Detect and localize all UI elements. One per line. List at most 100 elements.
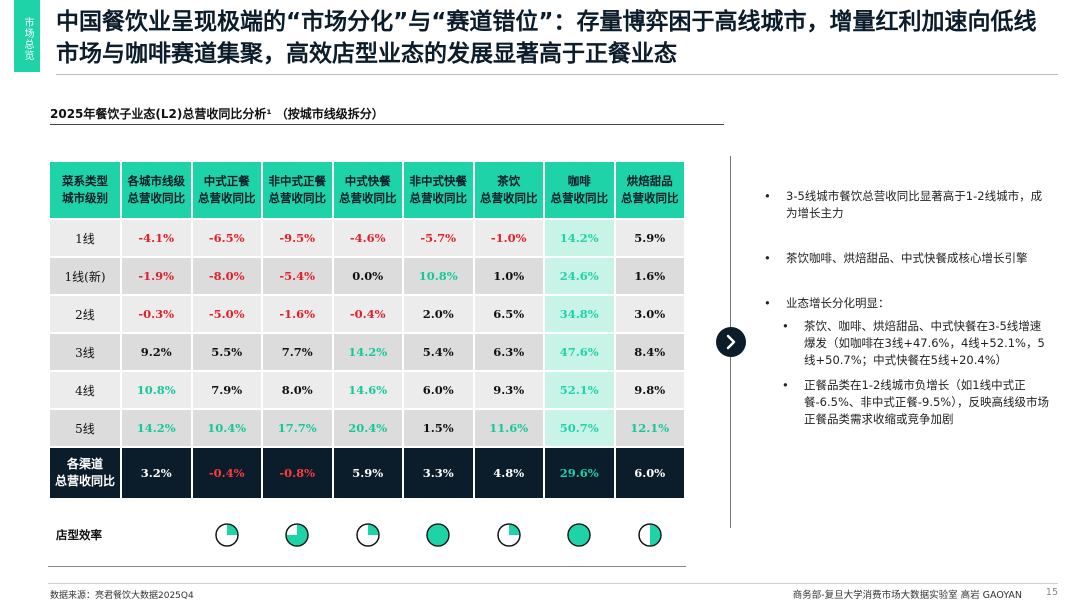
table-cell: 5.4% [404, 334, 473, 370]
table-bottom-rule [48, 566, 686, 567]
table-cell: 7.7% [263, 334, 332, 370]
table-cell: 52.1% [545, 372, 614, 408]
table-cell: 10.8% [122, 372, 191, 408]
total-cell: 6.0% [615, 448, 684, 498]
table-cell: -5.7% [404, 220, 473, 256]
total-cell: -0.4% [192, 448, 261, 498]
table-cell: 8.4% [615, 334, 684, 370]
table-cell: 6.3% [474, 334, 543, 370]
efficiency-pie-icon [425, 522, 451, 548]
insight-bullet: 茶饮咖啡、烘焙甜品、中式快餐成核心增长引擎 [760, 250, 1050, 267]
page-number: 15 [1045, 587, 1058, 598]
table-cell: -5.4% [263, 258, 332, 294]
table-cell: 47.6% [545, 334, 614, 370]
title-divider [56, 74, 1058, 75]
row-label: 2线 [50, 296, 120, 332]
row-label: 3线 [50, 334, 120, 370]
table-cell: 6.0% [404, 372, 473, 408]
table-cell: 50.7% [545, 410, 614, 446]
insight-sub-bullet: 茶饮、咖啡、烘焙甜品、中式快餐在3-5线增速爆发（如咖啡在3线+47.6%，4线… [760, 318, 1050, 369]
row-label: 5线 [50, 410, 120, 446]
total-cell: 5.9% [333, 448, 402, 498]
table-row: 4线 10.8% 7.9% 8.0% 14.6% 6.0% 9.3% 52.1% 9.8% [50, 372, 684, 408]
table-cell: 12.1% [615, 410, 684, 446]
table-row: 3线 9.2% 5.5% 7.7% 14.2% 5.4% 6.3% 47.6% 8.4% [50, 334, 684, 370]
table-cell: 20.4% [333, 410, 402, 446]
table-header-row: 菜系类型 城市级别 各城市线级 总营收同比 中式正餐 总营收同比 非中式正餐 总营收同比中… [50, 162, 684, 218]
table-cell: 14.2% [333, 334, 402, 370]
table-cell: 0.0% [333, 258, 402, 294]
table-cell: 7.9% [192, 372, 261, 408]
credit-line: 商务部-复旦大学消费市场大数据实验室 高岩 GAOYAN [792, 590, 1022, 601]
efficiency-pie-icon [637, 522, 663, 548]
efficiency-pie-icon [566, 522, 592, 548]
table-cell: -0.4% [333, 296, 402, 332]
table-cell: -8.0% [192, 258, 261, 294]
table-cell: 5.9% [615, 220, 684, 256]
data-source: 数据来源：亮君餐饮大数据2025Q4 [50, 591, 194, 601]
table-cell: -1.0% [474, 220, 543, 256]
column-header: 中式正餐 总营收同比 [192, 162, 261, 218]
table-row: 1线 -4.1% -6.5% -9.5% -4.6% -5.7% -1.0% 14.2% 5.9… [50, 220, 684, 256]
total-cell: -0.8% [263, 448, 332, 498]
table-cell: 9.3% [474, 372, 543, 408]
footer-divider [48, 583, 1058, 584]
section-tag: 市场总览 [14, 0, 40, 72]
table-total-row: 各渠道 总营收同比 3.2% -0.4% -0.8% 5.9% 3.3% 4.8% 29.6… [50, 448, 684, 498]
table-cell: 1.0% [474, 258, 543, 294]
table-cell: 10.4% [192, 410, 261, 446]
column-header: 烘焙甜品 总营收同比 [615, 162, 684, 218]
efficiency-label: 店型效率 [56, 528, 102, 542]
row-label: 1线 [50, 220, 120, 256]
table-row: 5线 14.2% 10.4% 17.7% 20.4% 1.5% 11.6% 50.7% 12.1… [50, 410, 684, 446]
table-subtitle: 2025年餐饮子业态(L2)总营收同比分析¹ （按城市线级拆分） [50, 107, 384, 121]
total-row-label: 各渠道 总营收同比 [50, 448, 120, 498]
table-cell: 14.2% [122, 410, 191, 446]
efficiency-pie-icon [214, 522, 240, 548]
column-header: 茶饮 总营收同比 [474, 162, 543, 218]
table-cell: 34.8% [545, 296, 614, 332]
efficiency-pie-icon [355, 522, 381, 548]
table-cell: 1.5% [404, 410, 473, 446]
row-label: 4线 [50, 372, 120, 408]
table-cell: 11.6% [474, 410, 543, 446]
insight-sub-bullet: 正餐品类在1-2线城市负增长（如1线中式正餐-6.5%、非中式正餐-9.5%），… [760, 377, 1050, 428]
subtitle-divider [50, 124, 724, 125]
table-cell: 5.5% [192, 334, 261, 370]
total-cell: 3.3% [404, 448, 473, 498]
table-cell: -4.6% [333, 220, 402, 256]
efficiency-pie-icon [284, 522, 310, 548]
column-header: 咖啡 总营收同比 [545, 162, 614, 218]
table-cell: -9.5% [263, 220, 332, 256]
table-cell: -4.1% [122, 220, 191, 256]
table-cell: 3.0% [615, 296, 684, 332]
table-row: 2线 -0.3% -5.0% -1.6% -0.4% 2.0% 6.5% 34.8% 3.0% [50, 296, 684, 332]
table-cell: -1.9% [122, 258, 191, 294]
insight-bullet: 业态增长分化明显： [760, 295, 1050, 312]
table-cell: 9.8% [615, 372, 684, 408]
table-cell: 2.0% [404, 296, 473, 332]
table-cell: -0.3% [122, 296, 191, 332]
total-cell: 3.2% [122, 448, 191, 498]
total-cell: 4.8% [474, 448, 543, 498]
table-cell: 9.2% [122, 334, 191, 370]
column-header: 非中式正餐 总营收同比 [263, 162, 332, 218]
insights-panel: 3-5线城市餐饮总营收同比显著高于1-2线城市，成为增长主力 茶饮咖啡、烘焙甜品… [760, 188, 1050, 436]
table-cell: 14.6% [333, 372, 402, 408]
column-header: 中式快餐 总营收同比 [333, 162, 402, 218]
row-label: 1线(新) [50, 258, 120, 294]
table-cell: -6.5% [192, 220, 261, 256]
revenue-growth-table: 菜系类型 城市级别 各城市线级 总营收同比 中式正餐 总营收同比 非中式正餐 总营收同比中… [48, 160, 686, 500]
table-cell: 17.7% [263, 410, 332, 446]
efficiency-pie-icon [496, 522, 522, 548]
table-row: 1线(新) -1.9% -8.0% -5.4% 0.0% 10.8% 1.0% 24.6% 1.… [50, 258, 684, 294]
table-cell: 1.6% [615, 258, 684, 294]
page-title: 中国餐饮业呈现极端的“市场分化”与“赛道错位”：存量博弈困于高线城市，增量红利加… [56, 9, 1037, 67]
table-cell: 14.2% [545, 220, 614, 256]
table-cell: -1.6% [263, 296, 332, 332]
table-cell: 24.6% [545, 258, 614, 294]
table-cell: -5.0% [192, 296, 261, 332]
total-cell: 29.6% [545, 448, 614, 498]
insight-bullet: 3-5线城市餐饮总营收同比显著高于1-2线城市，成为增长主力 [760, 188, 1050, 222]
column-header: 非中式快餐 总营收同比 [404, 162, 473, 218]
